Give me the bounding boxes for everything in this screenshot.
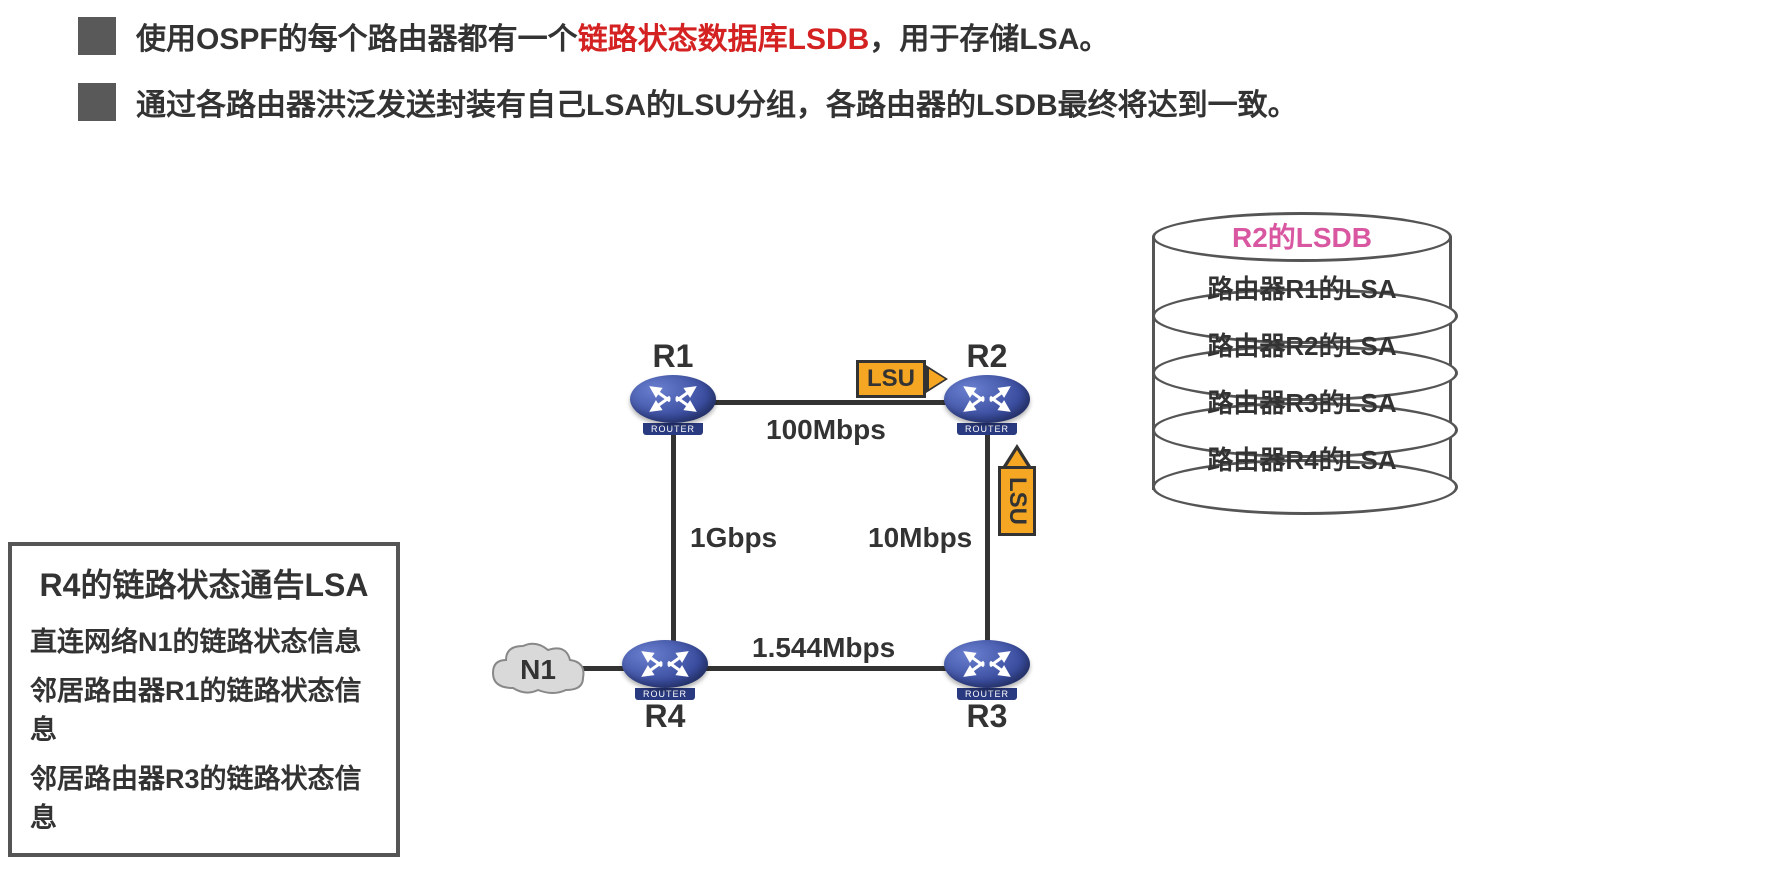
lsdb-entry-4: 路由器R4的LSA: [1155, 440, 1449, 477]
link-label-r2-r3: 10Mbps: [868, 522, 972, 554]
router-r4: ROUTER R4: [622, 640, 708, 735]
lsu-label: LSU: [856, 360, 926, 398]
router-arrows-icon: [640, 648, 690, 680]
bullet-row-2: 通过各路由器洪泛发送封装有自己LSA的LSU分组，各路由器的LSDB最终将达到一…: [78, 80, 1298, 124]
router-sublabel: ROUTER: [635, 688, 695, 700]
router-r1: R1 ROUTER: [630, 338, 716, 433]
bullet-row-1: 使用OSPF的每个路由器都有一个链路状态数据库LSDB，用于存储LSA。: [78, 14, 1109, 58]
router-arrows-icon: [962, 648, 1012, 680]
r4-lsa-box: R4的链路状态通告LSA 直连网络N1的链路状态信息 邻居路由器R1的链路状态信…: [8, 542, 400, 857]
network-cloud-n1: N1: [488, 638, 588, 702]
r4-lsa-line-3: 邻居路由器R3的链路状态信息: [30, 757, 378, 835]
bullet-1-highlight: 链路状态数据库LSDB: [578, 23, 870, 56]
r4-lsa-line-1: 直连网络N1的链路状态信息: [30, 620, 378, 659]
lsu-packet-up: LSU: [998, 444, 1036, 536]
router-arrows-icon: [962, 383, 1012, 415]
router-icon: ROUTER: [944, 640, 1030, 698]
router-r1-label: R1: [630, 338, 716, 375]
lsdb-entry-2: 路由器R2的LSA: [1155, 326, 1449, 363]
router-r4-label: R4: [622, 698, 708, 735]
router-sublabel: ROUTER: [957, 688, 1017, 700]
lsdb-cylinder: R2的LSDB 路由器R1的LSA 路由器R2的LSA 路由器R3的LSA 路由…: [1152, 212, 1452, 490]
bullet-1-suffix: ，用于存储LSA。: [869, 23, 1109, 56]
bullet-2-prefix: 通过各路由器洪泛发送封装有自己LSA的LSU分组，各路由器的LSDB最终将达到一…: [136, 89, 1298, 122]
lsu-label: LSU: [998, 466, 1036, 536]
arrow-right-icon: [926, 365, 948, 393]
link-label-r4-r3: 1.544Mbps: [752, 632, 895, 664]
router-r3: ROUTER R3: [944, 640, 1030, 735]
bullet-1-prefix: 使用OSPF的每个路由器都有一个: [136, 23, 578, 56]
lsdb-title: R2的LSDB: [1152, 216, 1452, 256]
router-sublabel: ROUTER: [643, 423, 703, 435]
cloud-label: N1: [488, 654, 588, 686]
router-r2: R2 ROUTER: [944, 338, 1030, 433]
link-r1-r4: [671, 430, 676, 650]
router-icon: ROUTER: [944, 375, 1030, 433]
lsdb-entry-3: 路由器R3的LSA: [1155, 383, 1449, 420]
r4-lsa-line-2: 邻居路由器R1的链路状态信息: [30, 669, 378, 747]
bullet-square-icon: [78, 17, 116, 55]
router-sublabel: ROUTER: [957, 423, 1017, 435]
bullet-square-icon: [78, 83, 116, 121]
bullet-text-2: 通过各路由器洪泛发送封装有自己LSA的LSU分组，各路由器的LSDB最终将达到一…: [136, 80, 1298, 124]
lsu-packet-right: LSU: [856, 360, 948, 398]
bullet-text-1: 使用OSPF的每个路由器都有一个链路状态数据库LSDB，用于存储LSA。: [136, 14, 1109, 58]
router-icon: ROUTER: [622, 640, 708, 698]
router-r2-label: R2: [944, 338, 1030, 375]
router-icon: ROUTER: [630, 375, 716, 433]
link-label-r1-r4: 1Gbps: [690, 522, 777, 554]
link-label-r1-r2: 100Mbps: [766, 414, 886, 446]
arrow-up-icon: [1003, 444, 1031, 466]
link-r2-r3: [985, 430, 990, 650]
r2-lsdb: R2的LSDB 路由器R1的LSA 路由器R2的LSA 路由器R3的LSA 路由…: [1152, 212, 1452, 490]
link-r4-r3: [700, 666, 960, 671]
router-r3-label: R3: [944, 698, 1030, 735]
lsdb-entry-1: 路由器R1的LSA: [1155, 269, 1449, 306]
link-r1-r2: [700, 400, 960, 405]
r4-lsa-title: R4的链路状态通告LSA: [30, 560, 378, 606]
router-arrows-icon: [648, 383, 698, 415]
